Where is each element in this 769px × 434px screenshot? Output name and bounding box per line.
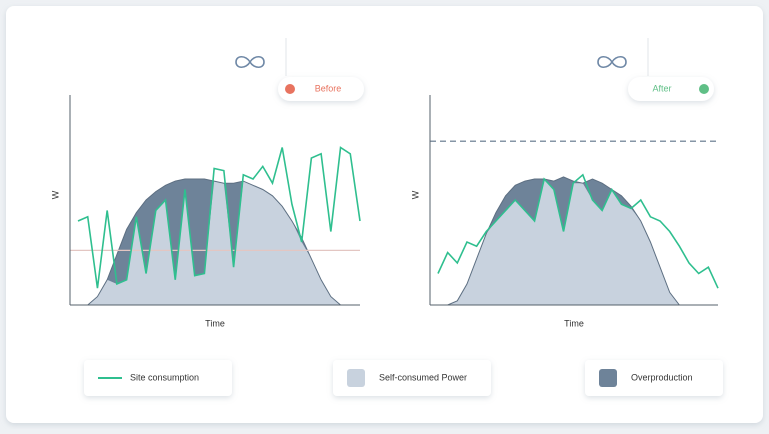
badge-label: After xyxy=(652,83,671,93)
legend-label: Self-consumed Power xyxy=(379,372,467,382)
legend-label: Overproduction xyxy=(631,372,693,382)
legend-swatch xyxy=(599,369,617,387)
consumption-line xyxy=(77,146,361,289)
x-axis-label: Time xyxy=(564,318,584,328)
badge-dot xyxy=(285,84,295,94)
badge-dot xyxy=(699,84,709,94)
badge xyxy=(628,77,714,101)
production-outline xyxy=(438,176,718,306)
legend-label: Site consumption xyxy=(130,372,199,382)
y-axis-label: W xyxy=(410,190,420,199)
infinity-icon xyxy=(235,55,265,69)
legend-box xyxy=(84,360,232,396)
legend-box xyxy=(333,360,491,396)
self-consumed-area xyxy=(438,179,718,305)
y-axis-label: W xyxy=(50,190,60,199)
consumption-line xyxy=(437,173,719,289)
card xyxy=(6,6,763,423)
badge-label: Before xyxy=(315,83,342,93)
self-consumed-area xyxy=(78,181,360,305)
production-outline xyxy=(78,178,360,306)
legend: Site consumption Self-consumed Power Overp… xyxy=(84,360,723,396)
x-axis-label: Time xyxy=(205,318,225,328)
badge xyxy=(278,77,364,101)
legend-swatch xyxy=(347,369,365,387)
infinity-icon xyxy=(597,55,627,69)
legend-box xyxy=(585,360,723,396)
